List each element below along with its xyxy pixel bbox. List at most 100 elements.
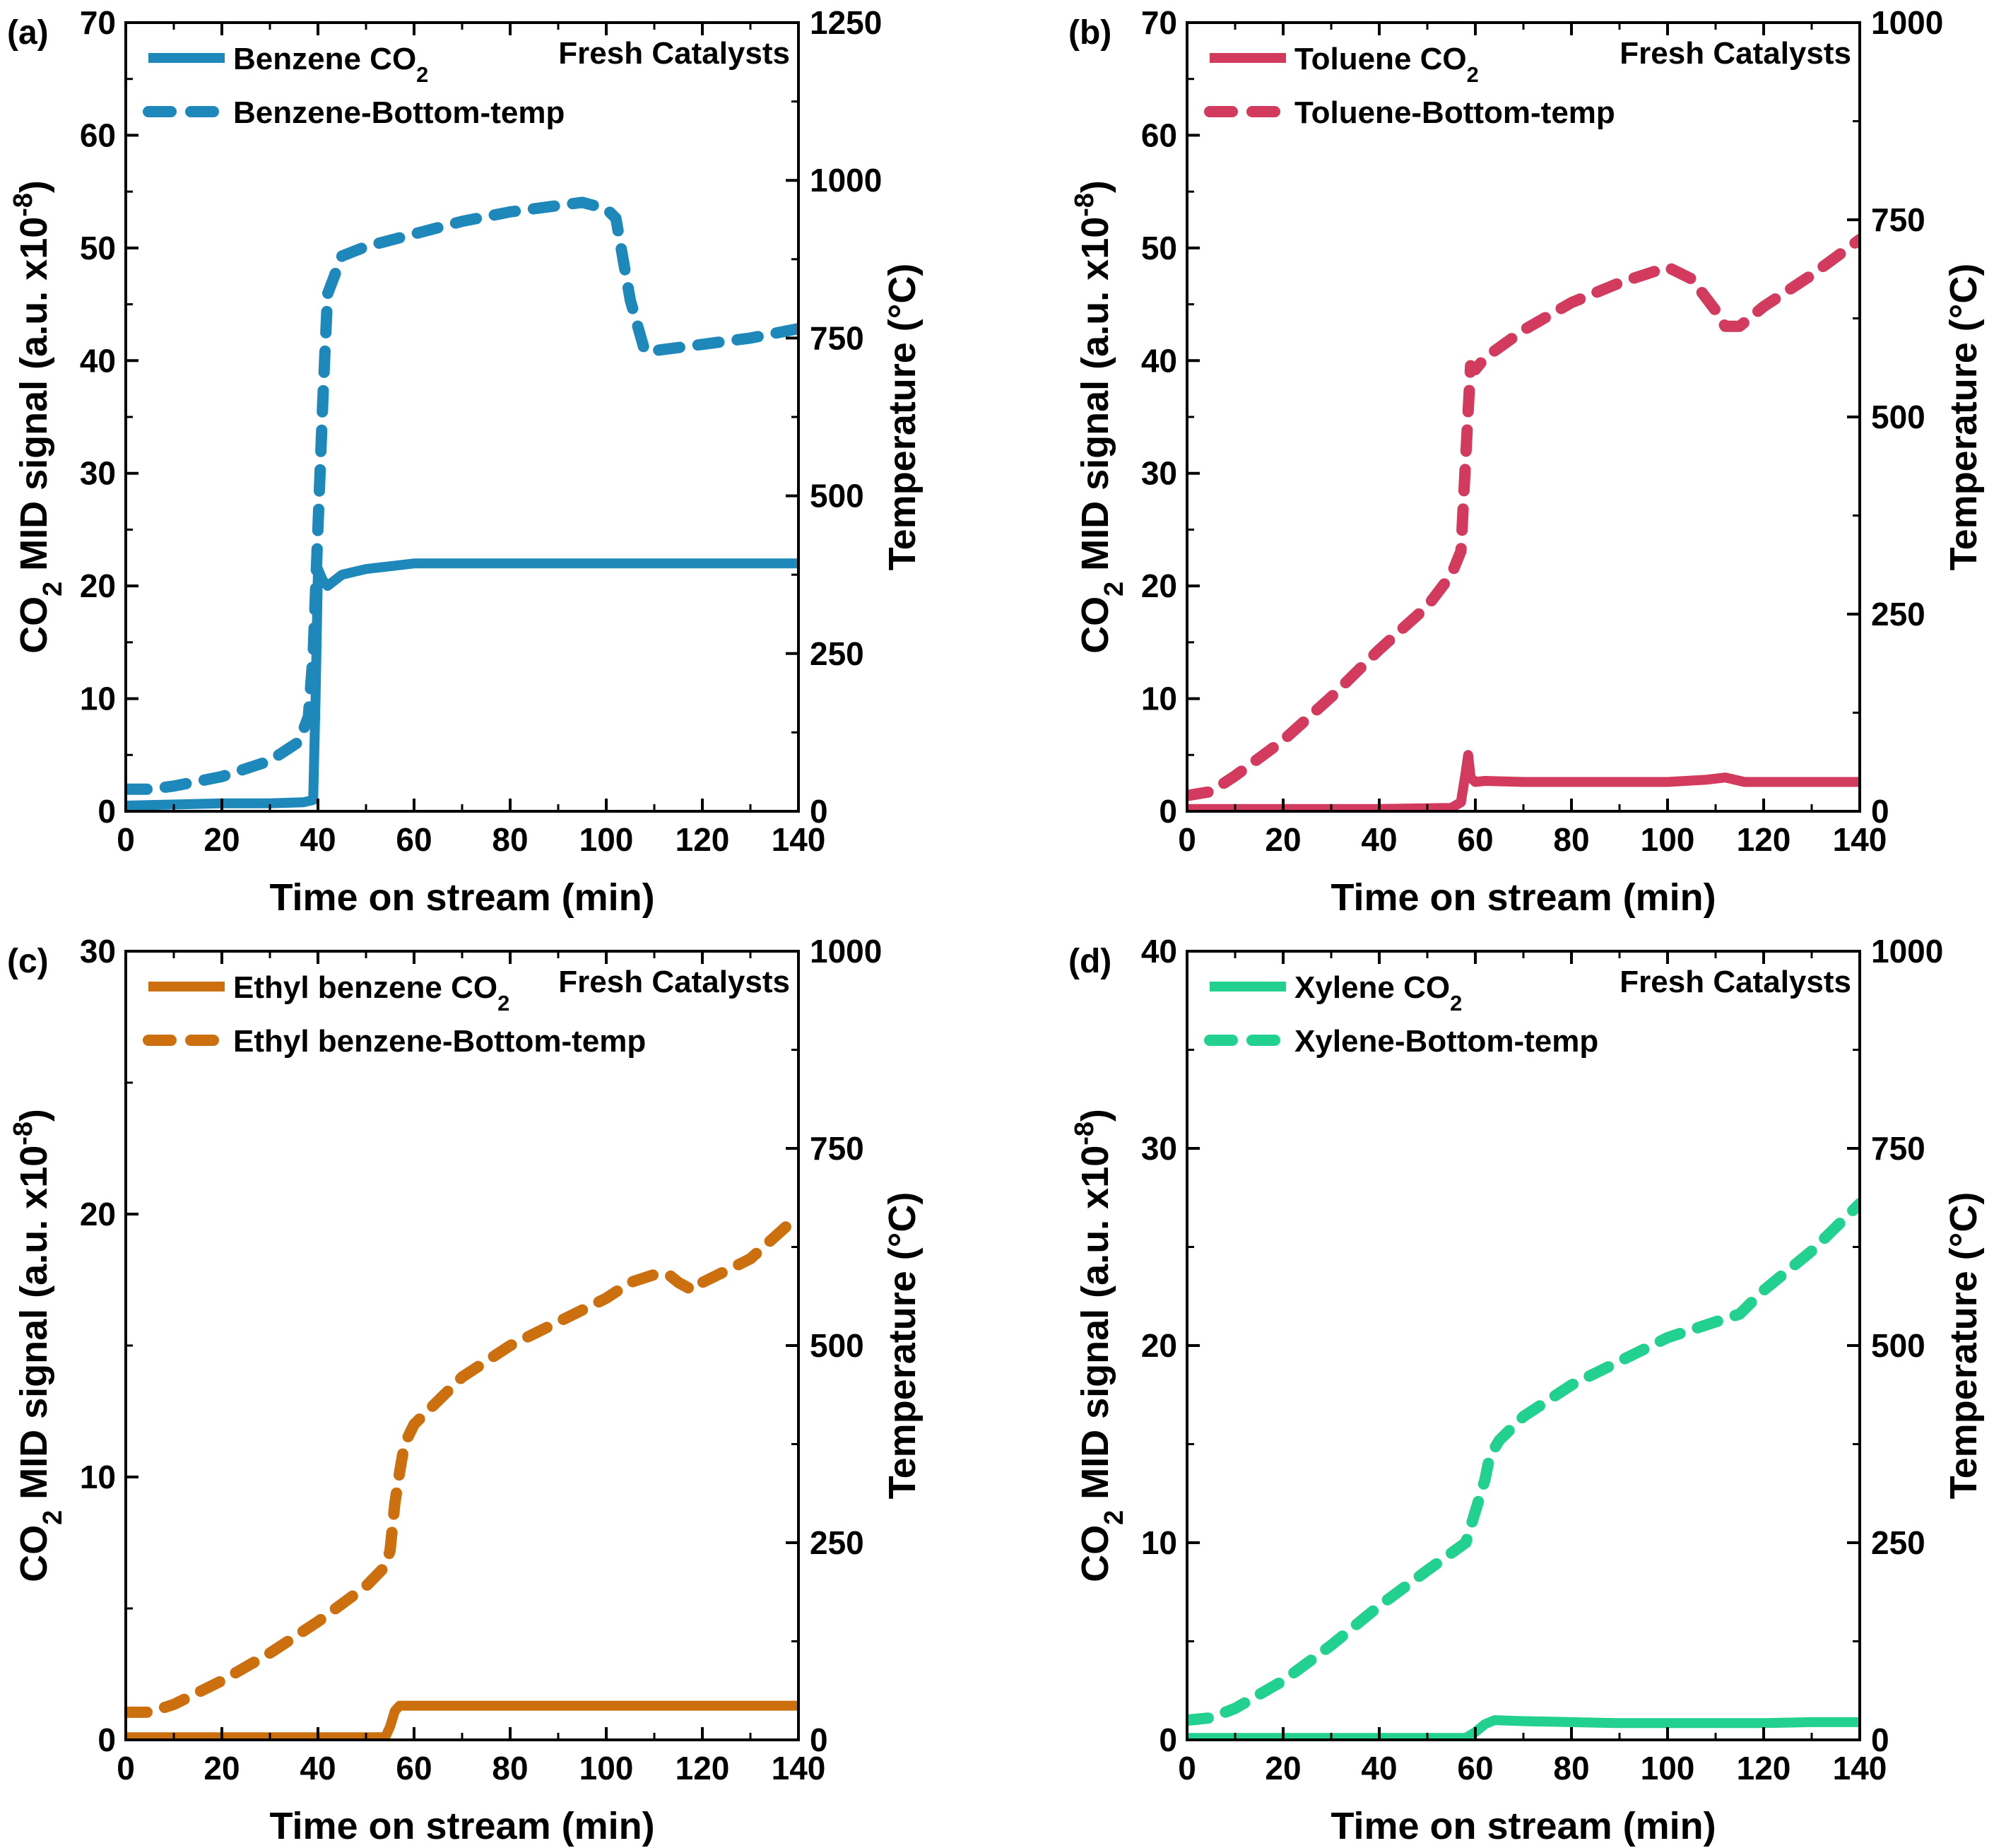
y2-tick-label: 750 — [810, 1130, 864, 1167]
plot-frame — [1186, 21, 1861, 813]
y2-tick-label: 1000 — [810, 933, 882, 970]
y-tick-label: 20 — [1141, 567, 1177, 604]
y-tick-label: 70 — [1141, 4, 1177, 41]
y2-axis-title: Temperature (°C) — [881, 1192, 924, 1500]
y2-tick-label: 750 — [1871, 1130, 1925, 1167]
y2-tick-label: 750 — [1871, 201, 1925, 238]
x-axis-title: Time on stream (min) — [269, 1805, 654, 1847]
x-tick-label: 100 — [1641, 821, 1695, 858]
x-axis-title: Time on stream (min) — [1331, 876, 1716, 919]
series-line-co2 — [126, 558, 798, 811]
y2-tick-label: 250 — [1871, 596, 1925, 632]
x-tick-label: 40 — [300, 1750, 336, 1787]
annotation-fresh-catalysts: Fresh Catalysts — [558, 965, 790, 999]
legend-label: Toluene CO2 — [1294, 42, 1479, 87]
x-tick-label: 40 — [300, 821, 336, 858]
y2-tick-label: 500 — [810, 1327, 864, 1364]
legend-label: Ethyl benzene-Bottom-temp — [233, 1024, 646, 1059]
y-tick-label: 60 — [80, 117, 116, 153]
y-tick-label: 30 — [80, 933, 116, 970]
y2-axis-title: Temperature (°C) — [881, 264, 924, 571]
y2-tick-label: 0 — [810, 1722, 828, 1758]
annotation-fresh-catalysts: Fresh Catalysts — [1620, 36, 1851, 71]
x-tick-label: 100 — [1641, 1750, 1695, 1787]
y-tick-label: 30 — [1141, 1130, 1177, 1167]
y-tick-label: 50 — [80, 230, 116, 266]
y-tick-label: 0 — [98, 793, 116, 830]
panel-label: (d) — [1068, 943, 1111, 980]
chart-panel-d: 0 20 40 60 80 100 120 1400102030400250500750100… — [1068, 933, 1985, 1847]
y-tick-label: 40 — [1141, 342, 1177, 379]
y-axis-title: CO2 MID signal (a.u. x10-8) — [1070, 180, 1129, 654]
y2-tick-label: 0 — [1871, 793, 1889, 830]
annotation-fresh-catalysts: Fresh Catalysts — [1620, 965, 1851, 999]
x-tick-label: 0 — [117, 1750, 135, 1787]
series-line-co2 — [1187, 750, 1860, 811]
panel-label: (c) — [7, 943, 49, 980]
y2-tick-label: 0 — [1871, 1722, 1889, 1758]
y2-tick-label: 500 — [1871, 1327, 1925, 1364]
x-tick-label: 140 — [1833, 821, 1887, 858]
x-tick-label: 60 — [1457, 1750, 1493, 1787]
y-tick-label: 0 — [98, 1722, 116, 1758]
x-tick-label: 0 — [1178, 821, 1196, 858]
y2-tick-label: 500 — [1871, 399, 1925, 435]
y-axis-title: CO2 MID signal (a.u. x10-8) — [8, 180, 68, 654]
legend: Benzene CO2 Benzene-Bottom-temp — [143, 42, 565, 130]
legend-label: Ethyl benzene CO2 — [233, 970, 509, 1016]
series-line-temperature — [1187, 1198, 1860, 1726]
y-tick-label: 20 — [1141, 1327, 1177, 1364]
x-tick-label: 0 — [1178, 1750, 1196, 1787]
x-tick-label: 120 — [1737, 1750, 1791, 1787]
y-tick-label: 70 — [80, 4, 116, 41]
x-tick-label: 20 — [1265, 821, 1301, 858]
y-tick-label: 10 — [1141, 681, 1177, 717]
y2-tick-label: 250 — [810, 1524, 864, 1561]
y2-tick-label: 1250 — [810, 4, 882, 41]
y-tick-label: 0 — [1159, 793, 1177, 830]
y2-tick-label: 0 — [810, 793, 828, 830]
series-line-co2 — [1187, 1715, 1860, 1740]
x-tick-label: 80 — [1553, 1750, 1589, 1787]
legend-label: Xylene-Bottom-temp — [1294, 1024, 1598, 1059]
x-tick-label: 60 — [1457, 821, 1493, 858]
y2-tick-label: 1000 — [1871, 4, 1943, 41]
chart-panel-b: 0 20 40 60 80 100 120 1400102030405060700250500… — [1068, 4, 1985, 919]
y2-axis-title: Temperature (°C) — [1942, 1192, 1985, 1500]
legend: Xylene CO2 Xylene-Bottom-temp — [1204, 970, 1598, 1059]
x-tick-label: 120 — [676, 1750, 730, 1787]
x-tick-label: 0 — [117, 821, 135, 858]
y2-axis-title: Temperature (°C) — [1942, 264, 1985, 571]
chart-panel-a: 0 20 40 60 80 100 120 1400102030405060700250500… — [7, 4, 924, 919]
x-tick-label: 80 — [1553, 821, 1589, 858]
panel-label: (a) — [7, 14, 49, 52]
y-axis-title: CO2 MID signal (a.u. x10-8) — [1070, 1109, 1129, 1582]
x-tick-label: 80 — [492, 821, 528, 858]
x-axis-title: Time on stream (min) — [269, 876, 654, 919]
x-tick-label: 80 — [492, 1750, 528, 1787]
series-line-temperature — [1187, 233, 1860, 801]
plot-frame — [1186, 950, 1861, 1741]
x-tick-label: 20 — [203, 821, 240, 858]
plot-frame — [124, 950, 800, 1741]
x-axis-title: Time on stream (min) — [1331, 1805, 1716, 1847]
x-tick-label: 60 — [396, 821, 432, 858]
y2-tick-label: 250 — [1871, 1524, 1925, 1561]
y-tick-label: 10 — [80, 681, 116, 717]
y-tick-label: 40 — [80, 342, 116, 379]
x-tick-label: 120 — [1737, 821, 1791, 858]
annotation-fresh-catalysts: Fresh Catalysts — [558, 36, 790, 71]
x-tick-label: 40 — [1361, 821, 1397, 858]
plot-frame — [124, 21, 800, 813]
series-line-co2 — [126, 1700, 798, 1740]
y2-tick-label: 1000 — [1871, 933, 1943, 970]
x-tick-label: 20 — [203, 1750, 240, 1787]
x-tick-label: 140 — [772, 1750, 826, 1787]
legend: Toluene CO2 Toluene-Bottom-temp — [1204, 42, 1615, 130]
y2-tick-label: 750 — [810, 319, 864, 356]
y-tick-label: 10 — [1141, 1524, 1177, 1561]
y-tick-label: 0 — [1159, 1722, 1177, 1758]
y2-tick-label: 250 — [810, 635, 864, 672]
y-tick-label: 60 — [1141, 117, 1177, 153]
